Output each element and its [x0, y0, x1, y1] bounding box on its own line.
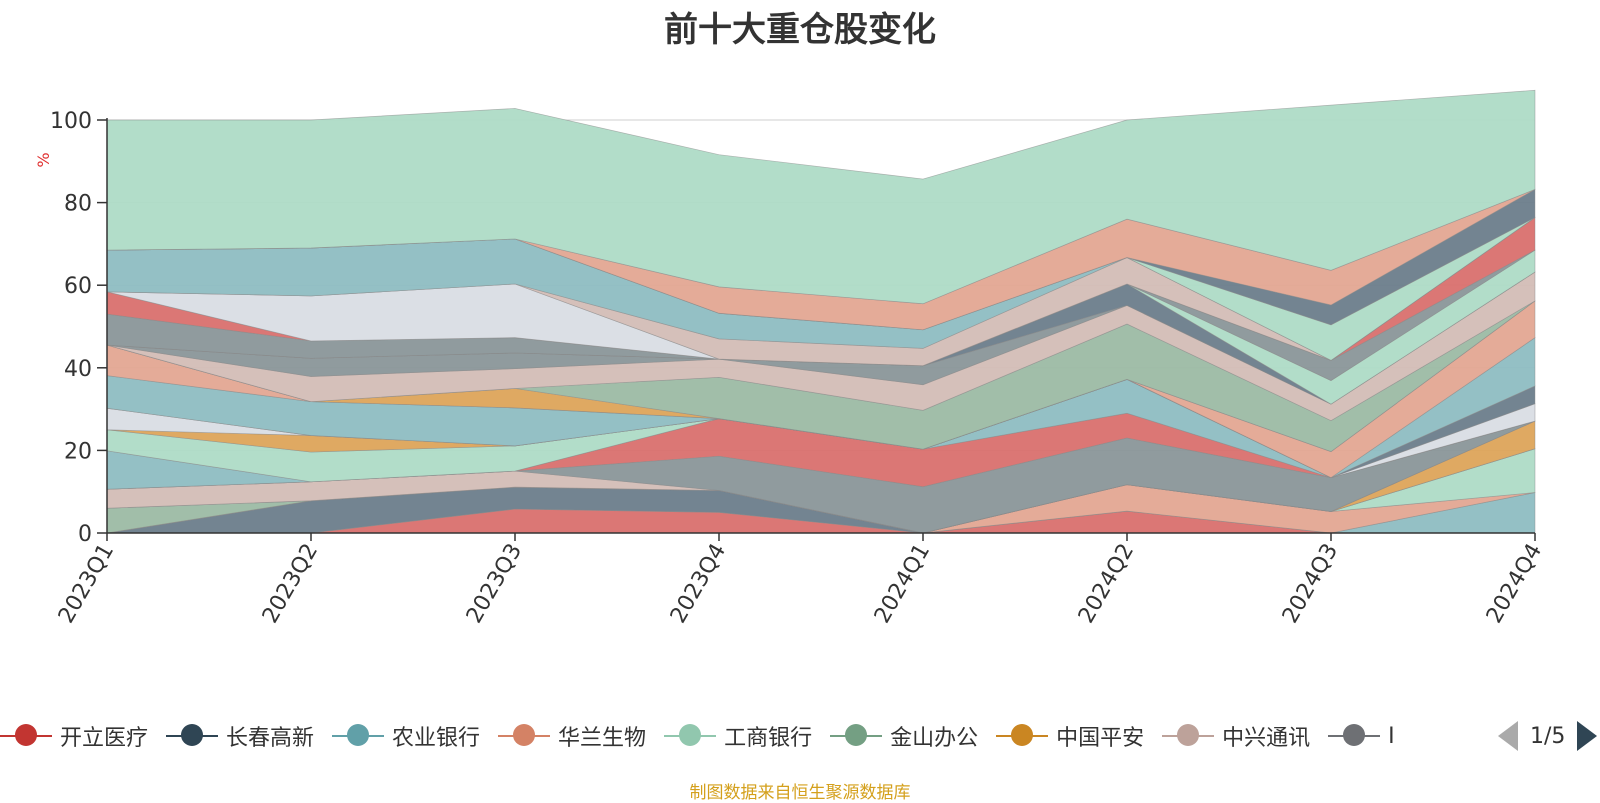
legend-marker-icon — [1328, 723, 1381, 749]
pager-text: 1/5 — [1530, 723, 1566, 749]
legend-item[interactable]: I — [1328, 716, 1395, 756]
legend-item[interactable]: 金山办公 — [830, 716, 978, 756]
legend-label: 长春高新 — [226, 726, 315, 751]
legend-label: 中国平安 — [1056, 726, 1145, 751]
x-tick-label: 2024Q4 — [1482, 540, 1547, 628]
legend-marker-icon — [996, 723, 1049, 749]
y-tick-label: 40 — [64, 357, 92, 382]
legend: 开立医疗 长春高新 农业银行 华兰生物 工商银行 金山办公 中国平安 中兴通讯 I — [0, 716, 1480, 756]
x-tick-label: 2024Q1 — [870, 540, 935, 628]
legend-pager: 1/5 — [1498, 716, 1598, 756]
legend-item[interactable]: 华兰生物 — [498, 716, 646, 756]
chart-title: 前十大重仓股变化 — [664, 10, 936, 50]
x-tick-label: 2023Q2 — [258, 540, 323, 628]
pager-next-icon[interactable] — [1577, 721, 1598, 751]
legend-label: 华兰生物 — [558, 726, 647, 751]
y-tick-label: 20 — [64, 439, 92, 464]
legend-marker-icon — [1162, 723, 1215, 749]
legend-marker-icon — [332, 723, 385, 749]
y-tick-label: 80 — [64, 192, 92, 217]
x-tick-label: 2023Q1 — [54, 540, 119, 628]
legend-marker-icon — [0, 723, 52, 749]
legend-item[interactable]: 开立医疗 — [0, 716, 148, 756]
legend-item[interactable]: 中兴通讯 — [1162, 716, 1310, 756]
y-tick-label: 100 — [50, 109, 92, 134]
x-tick-label: 2023Q3 — [462, 540, 527, 628]
legend-marker-icon — [498, 723, 551, 749]
y-tick-label: 60 — [64, 274, 92, 299]
legend-label: 金山办公 — [890, 726, 979, 751]
legend-item[interactable]: 中国平安 — [996, 716, 1144, 756]
legend-label: I — [1388, 723, 1395, 749]
legend-item[interactable]: 工商银行 — [664, 716, 812, 756]
legend-marker-icon — [664, 723, 717, 749]
legend-marker-icon — [830, 723, 883, 749]
x-tick-label: 2024Q2 — [1074, 540, 1139, 628]
legend-item[interactable]: 农业银行 — [332, 716, 480, 756]
y-tick-label: 0 — [78, 522, 92, 547]
legend-marker-icon — [166, 723, 219, 749]
pager-prev-icon[interactable] — [1498, 721, 1518, 751]
source-note: 制图数据来自恒生聚源数据库 — [689, 783, 911, 803]
legend-item[interactable]: 长春高新 — [166, 716, 314, 756]
y-axis-unit: % — [34, 152, 53, 167]
x-tick-label: 2023Q4 — [666, 540, 731, 628]
legend-label: 农业银行 — [392, 726, 481, 751]
legend-label: 工商银行 — [724, 726, 813, 751]
area-series — [106, 89, 1536, 534]
legend-label: 中兴通讯 — [1222, 726, 1311, 751]
area-其他X — [106, 89, 1536, 305]
x-tick-label: 2024Q3 — [1278, 540, 1343, 628]
legend-label: 开立医疗 — [60, 726, 149, 751]
